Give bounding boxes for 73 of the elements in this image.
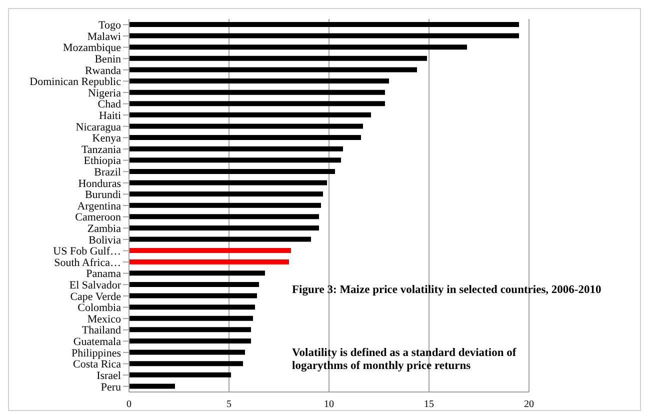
- x-tick-label: 5: [226, 399, 232, 410]
- y-tick-label: Mexico: [87, 313, 122, 326]
- bar: [129, 78, 389, 84]
- y-tick-label: Thailand: [82, 324, 122, 337]
- bar: [129, 158, 341, 163]
- y-tick-label: Haiti: [99, 110, 121, 122]
- annotation: Figure 3: Maize price volatility in selected countries, 2006-2010: [292, 284, 602, 297]
- bar: [129, 180, 327, 186]
- bar: [129, 56, 427, 61]
- bar: [129, 293, 257, 298]
- y-tick-label: Benin: [94, 53, 122, 66]
- y-tick-label: Guatemala: [73, 336, 122, 348]
- bar: [129, 225, 319, 230]
- y-tick-label: Mozambique: [62, 42, 122, 54]
- bar: [129, 168, 335, 174]
- bar: [129, 214, 319, 220]
- bar: [129, 259, 289, 264]
- y-tick-label: Panama: [86, 268, 122, 280]
- bar: [129, 282, 259, 287]
- y-tick-label: Kenya: [92, 132, 122, 145]
- y-tick-label: Honduras: [78, 178, 121, 190]
- bar: [129, 101, 385, 106]
- y-tick-label: South Africa…: [54, 256, 121, 269]
- bar: [129, 146, 343, 152]
- bar: [129, 67, 417, 72]
- y-tick-label: Zambia: [87, 223, 122, 236]
- bar: [129, 372, 231, 378]
- bar: [129, 304, 255, 310]
- bar: [129, 135, 361, 140]
- bar: [129, 192, 323, 197]
- x-tick-label: 0: [126, 399, 132, 410]
- y-tick-label: Nicaragua: [76, 121, 122, 134]
- y-tick-label: Togo: [98, 20, 122, 32]
- y-tick-label: Cameroon: [75, 212, 122, 224]
- y-tick-label: Burundi: [84, 189, 121, 202]
- y-tick-label: Philippines: [71, 347, 121, 360]
- y-tick-label: Bolivia: [88, 234, 122, 246]
- y-tick-label: Cape Verde: [70, 290, 122, 303]
- y-tick-label: Malawi: [87, 30, 121, 43]
- y-tick-label: Brazil: [94, 166, 121, 178]
- bar: [129, 44, 467, 50]
- annotation: Volatility is defined as a standard deviation of logarythms of monthly price returns: [292, 347, 518, 373]
- y-tick-label: Peru: [100, 381, 122, 394]
- x-tick-label: 15: [424, 399, 434, 410]
- y-tick-label: Rwanda: [84, 64, 122, 77]
- bar: [129, 338, 251, 344]
- y-tick-label: Colombia: [78, 302, 122, 314]
- y-tick-label: Israel: [96, 370, 121, 382]
- y-tick-label: Dominican Republic: [30, 76, 122, 88]
- bar: [129, 22, 519, 27]
- x-tick-label: 20: [524, 399, 534, 410]
- bar: [129, 248, 291, 254]
- bar: [129, 270, 265, 276]
- y-tick-label: Ethiopia: [84, 155, 122, 168]
- bar: [129, 384, 175, 389]
- bar: [129, 112, 371, 118]
- bar: [129, 124, 363, 129]
- bar: [129, 202, 321, 208]
- bar: [129, 33, 519, 38]
- bar: [129, 236, 311, 242]
- y-tick-label: US Fob Gulf…: [53, 246, 121, 258]
- bar: [129, 361, 243, 366]
- y-tick-label: El Salvador: [69, 280, 122, 292]
- y-tick-label: Costa Rica: [73, 358, 122, 371]
- bar: [129, 350, 245, 355]
- y-tick-label: Argentina: [77, 200, 122, 212]
- y-tick-label: Tanzania: [81, 144, 122, 156]
- x-tick-label: 10: [324, 399, 334, 410]
- bar: [129, 327, 251, 332]
- y-tick-label: Nigeria: [88, 87, 122, 100]
- y-tick-label: Chad: [98, 98, 122, 111]
- bar: [129, 90, 385, 95]
- bar: [129, 316, 253, 321]
